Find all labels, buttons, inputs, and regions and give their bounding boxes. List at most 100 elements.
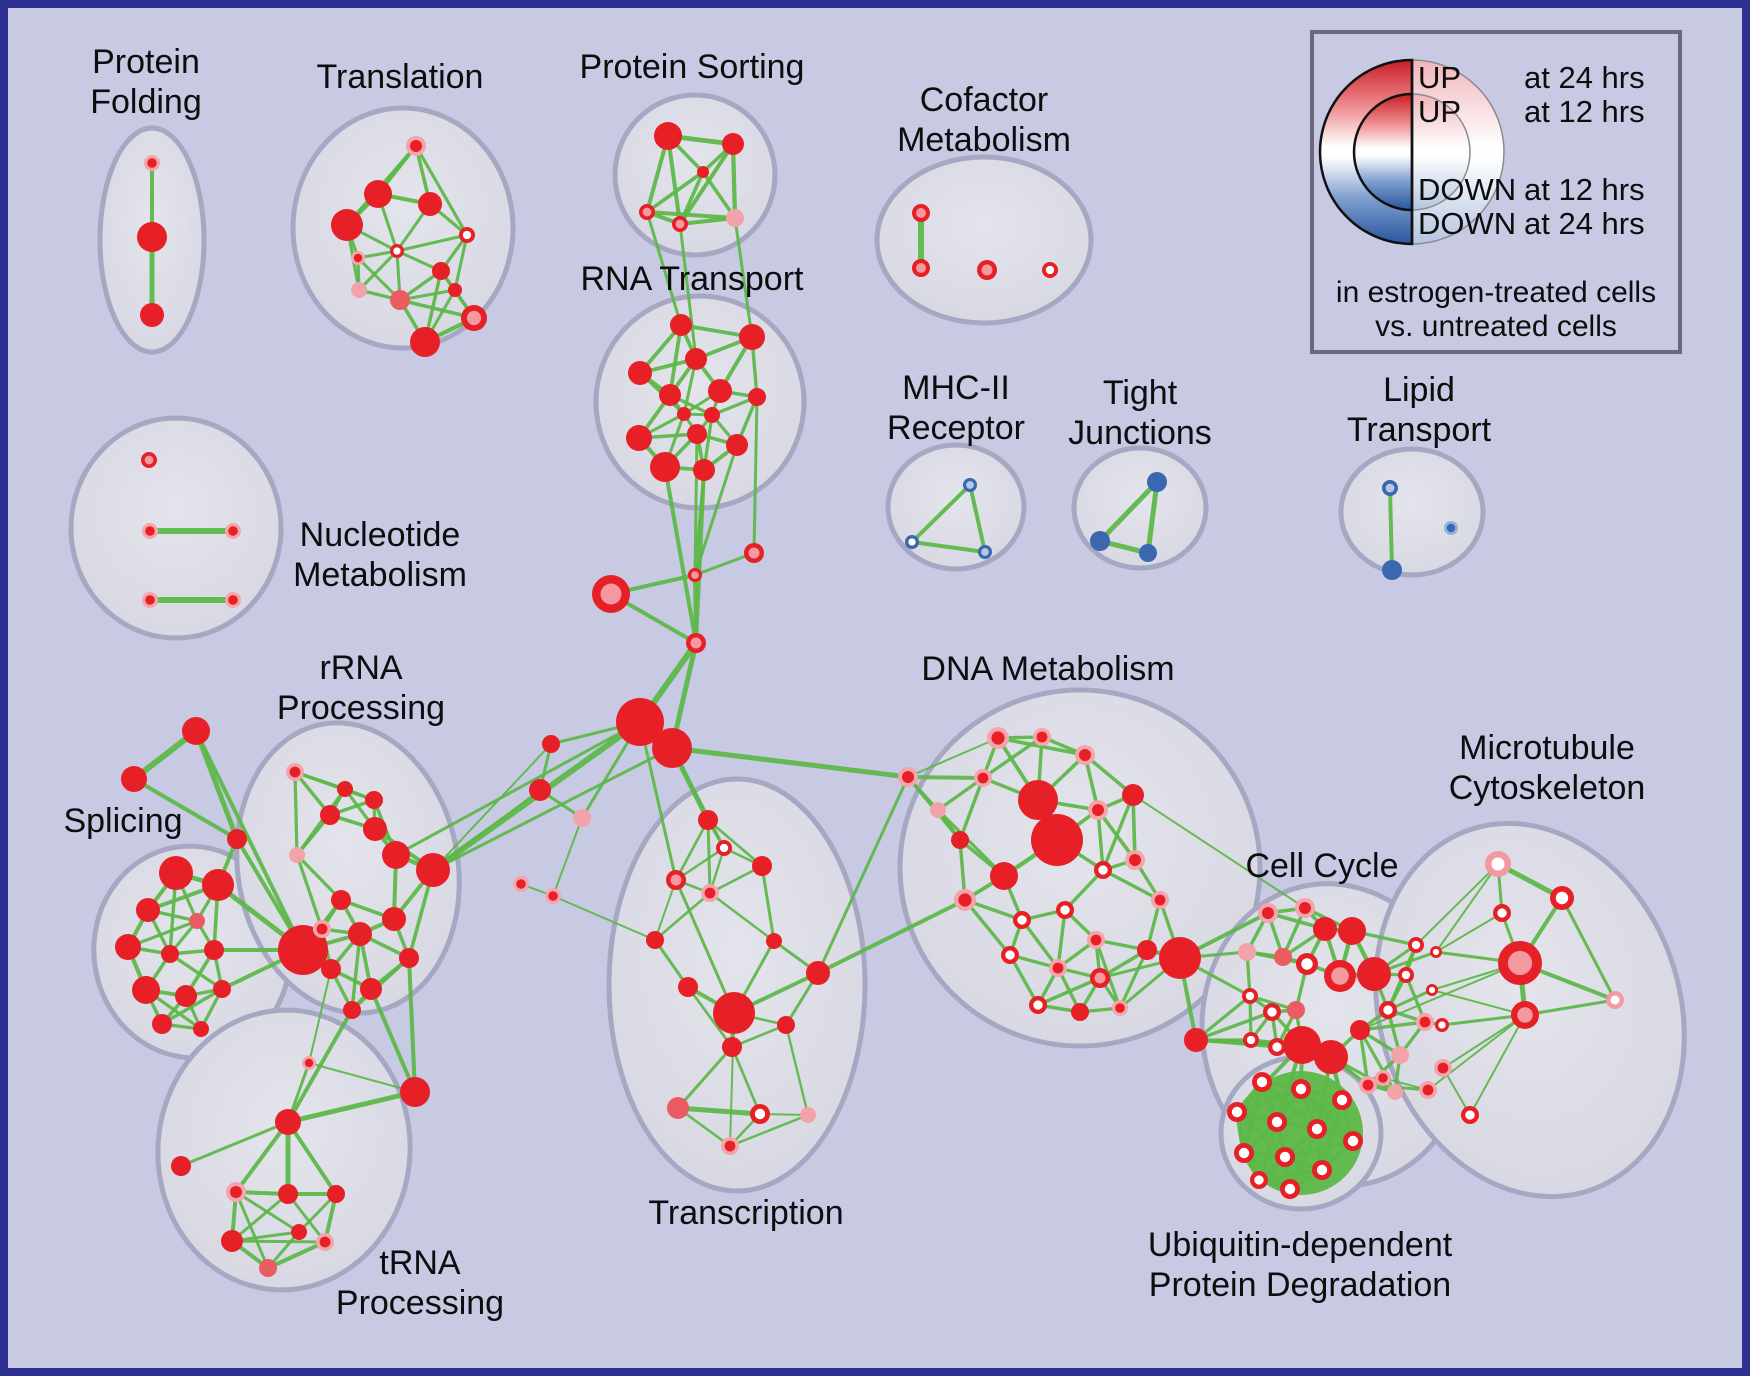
gene-node [382,907,406,931]
edge [1096,808,1137,862]
edge [168,952,224,991]
gene-node-core [1267,1007,1277,1017]
gene-node-core [393,247,401,255]
gene-node [416,853,450,887]
edge [285,1089,418,1125]
gene-node [278,925,328,975]
gene-node [327,1185,345,1203]
gene-node-core [145,595,155,605]
legend-row1-dir: UP [1418,60,1461,95]
gene-node [1238,943,1256,961]
cluster-protein-sorting [612,92,778,258]
gene-node [670,314,692,336]
gene-node [390,290,410,310]
gene-node [573,809,591,827]
edge [1097,479,1160,544]
legend-row4-time: at 24 hrs [1524,206,1645,241]
edge [678,170,705,226]
edge [708,891,776,943]
edge [653,891,712,942]
gene-node-core [144,455,154,465]
edge [234,1120,290,1194]
gene-node-core [1129,854,1141,866]
gene-node [399,948,419,968]
gene-node [418,192,442,216]
gene-node [289,847,305,863]
gene-node [748,388,766,406]
gene-node-core [1245,991,1255,1001]
gene-node [1018,780,1058,820]
gene-node-core [1383,1005,1393,1015]
edge [784,1023,810,1117]
gene-node-core [410,140,422,152]
edge [230,1192,290,1243]
edge [1298,1086,1356,1144]
gene-node-core [966,481,974,489]
edge [286,1120,338,1196]
gene-node [800,1107,816,1123]
edge [453,233,469,292]
gene-node [1391,1046,1409,1064]
edge [1020,918,1060,970]
gene-node-core [1005,950,1015,960]
gene-node [1137,940,1157,960]
gene-node [121,766,147,792]
edge [644,209,738,221]
gene-node [202,869,234,901]
gene-node-core [1045,265,1055,275]
gene-node-core [1316,1164,1328,1176]
gene-node [1314,1040,1348,1074]
gene-node [685,348,707,370]
edge [286,1008,354,1124]
gene-node [337,781,353,797]
gene-node-core [1052,962,1064,974]
cluster-lipid-transport [1338,446,1486,578]
edge [552,817,583,897]
gene-node [628,361,652,385]
gene-node [654,122,682,150]
edge [677,215,738,227]
gene-node [1350,1020,1370,1040]
gene-node [646,931,664,949]
gene-node [708,379,732,403]
cluster-mhc-ii-receptor [885,442,1027,572]
edge [686,985,734,1049]
edge [910,483,972,544]
gene-node-core [719,843,729,853]
gene-node-core [1295,1083,1307,1095]
gene-node-core [1331,967,1349,985]
cluster-label-translation: Translation [317,58,484,96]
gene-node [152,1014,172,1034]
gene-node [722,1037,742,1057]
edge [706,818,712,895]
legend-box [1310,30,1682,354]
cluster-label-trna-processing: tRNA Processing [336,1244,504,1322]
cluster-label-ubiquitin: Ubiquitin-dependent Protein Degradation [1148,1226,1453,1304]
edge [194,729,305,952]
edge [1118,948,1149,1010]
gene-node-core [1094,972,1106,984]
gene-node-core [1610,995,1620,1005]
gene-node [652,728,692,768]
gene-node-core [916,263,926,273]
gene-node-core [704,887,716,899]
gene-node-core [1311,1123,1323,1135]
edge [674,878,736,1015]
legend: UP at 24 hrs UP at 12 hrs DOWN at 12 hrs… [1310,30,1682,354]
gene-node-core [675,219,685,229]
edge [678,222,698,361]
gene-node-core [1238,1147,1250,1159]
edge [431,746,674,872]
gene-node [698,810,718,830]
edge [230,1230,301,1243]
edge [407,956,417,1094]
cluster-label-dna-metabolism: DNA Metabolism [921,650,1174,688]
gene-node-core [316,923,328,935]
cluster-labels-layer: Protein Folding Translation Protein Sorting… [63,43,1645,1322]
gene-node-core [977,772,989,784]
legend-row4-dir: DOWN [1418,206,1516,241]
gene-node [1147,472,1167,492]
edge [677,141,736,227]
gene-node [171,1156,191,1176]
